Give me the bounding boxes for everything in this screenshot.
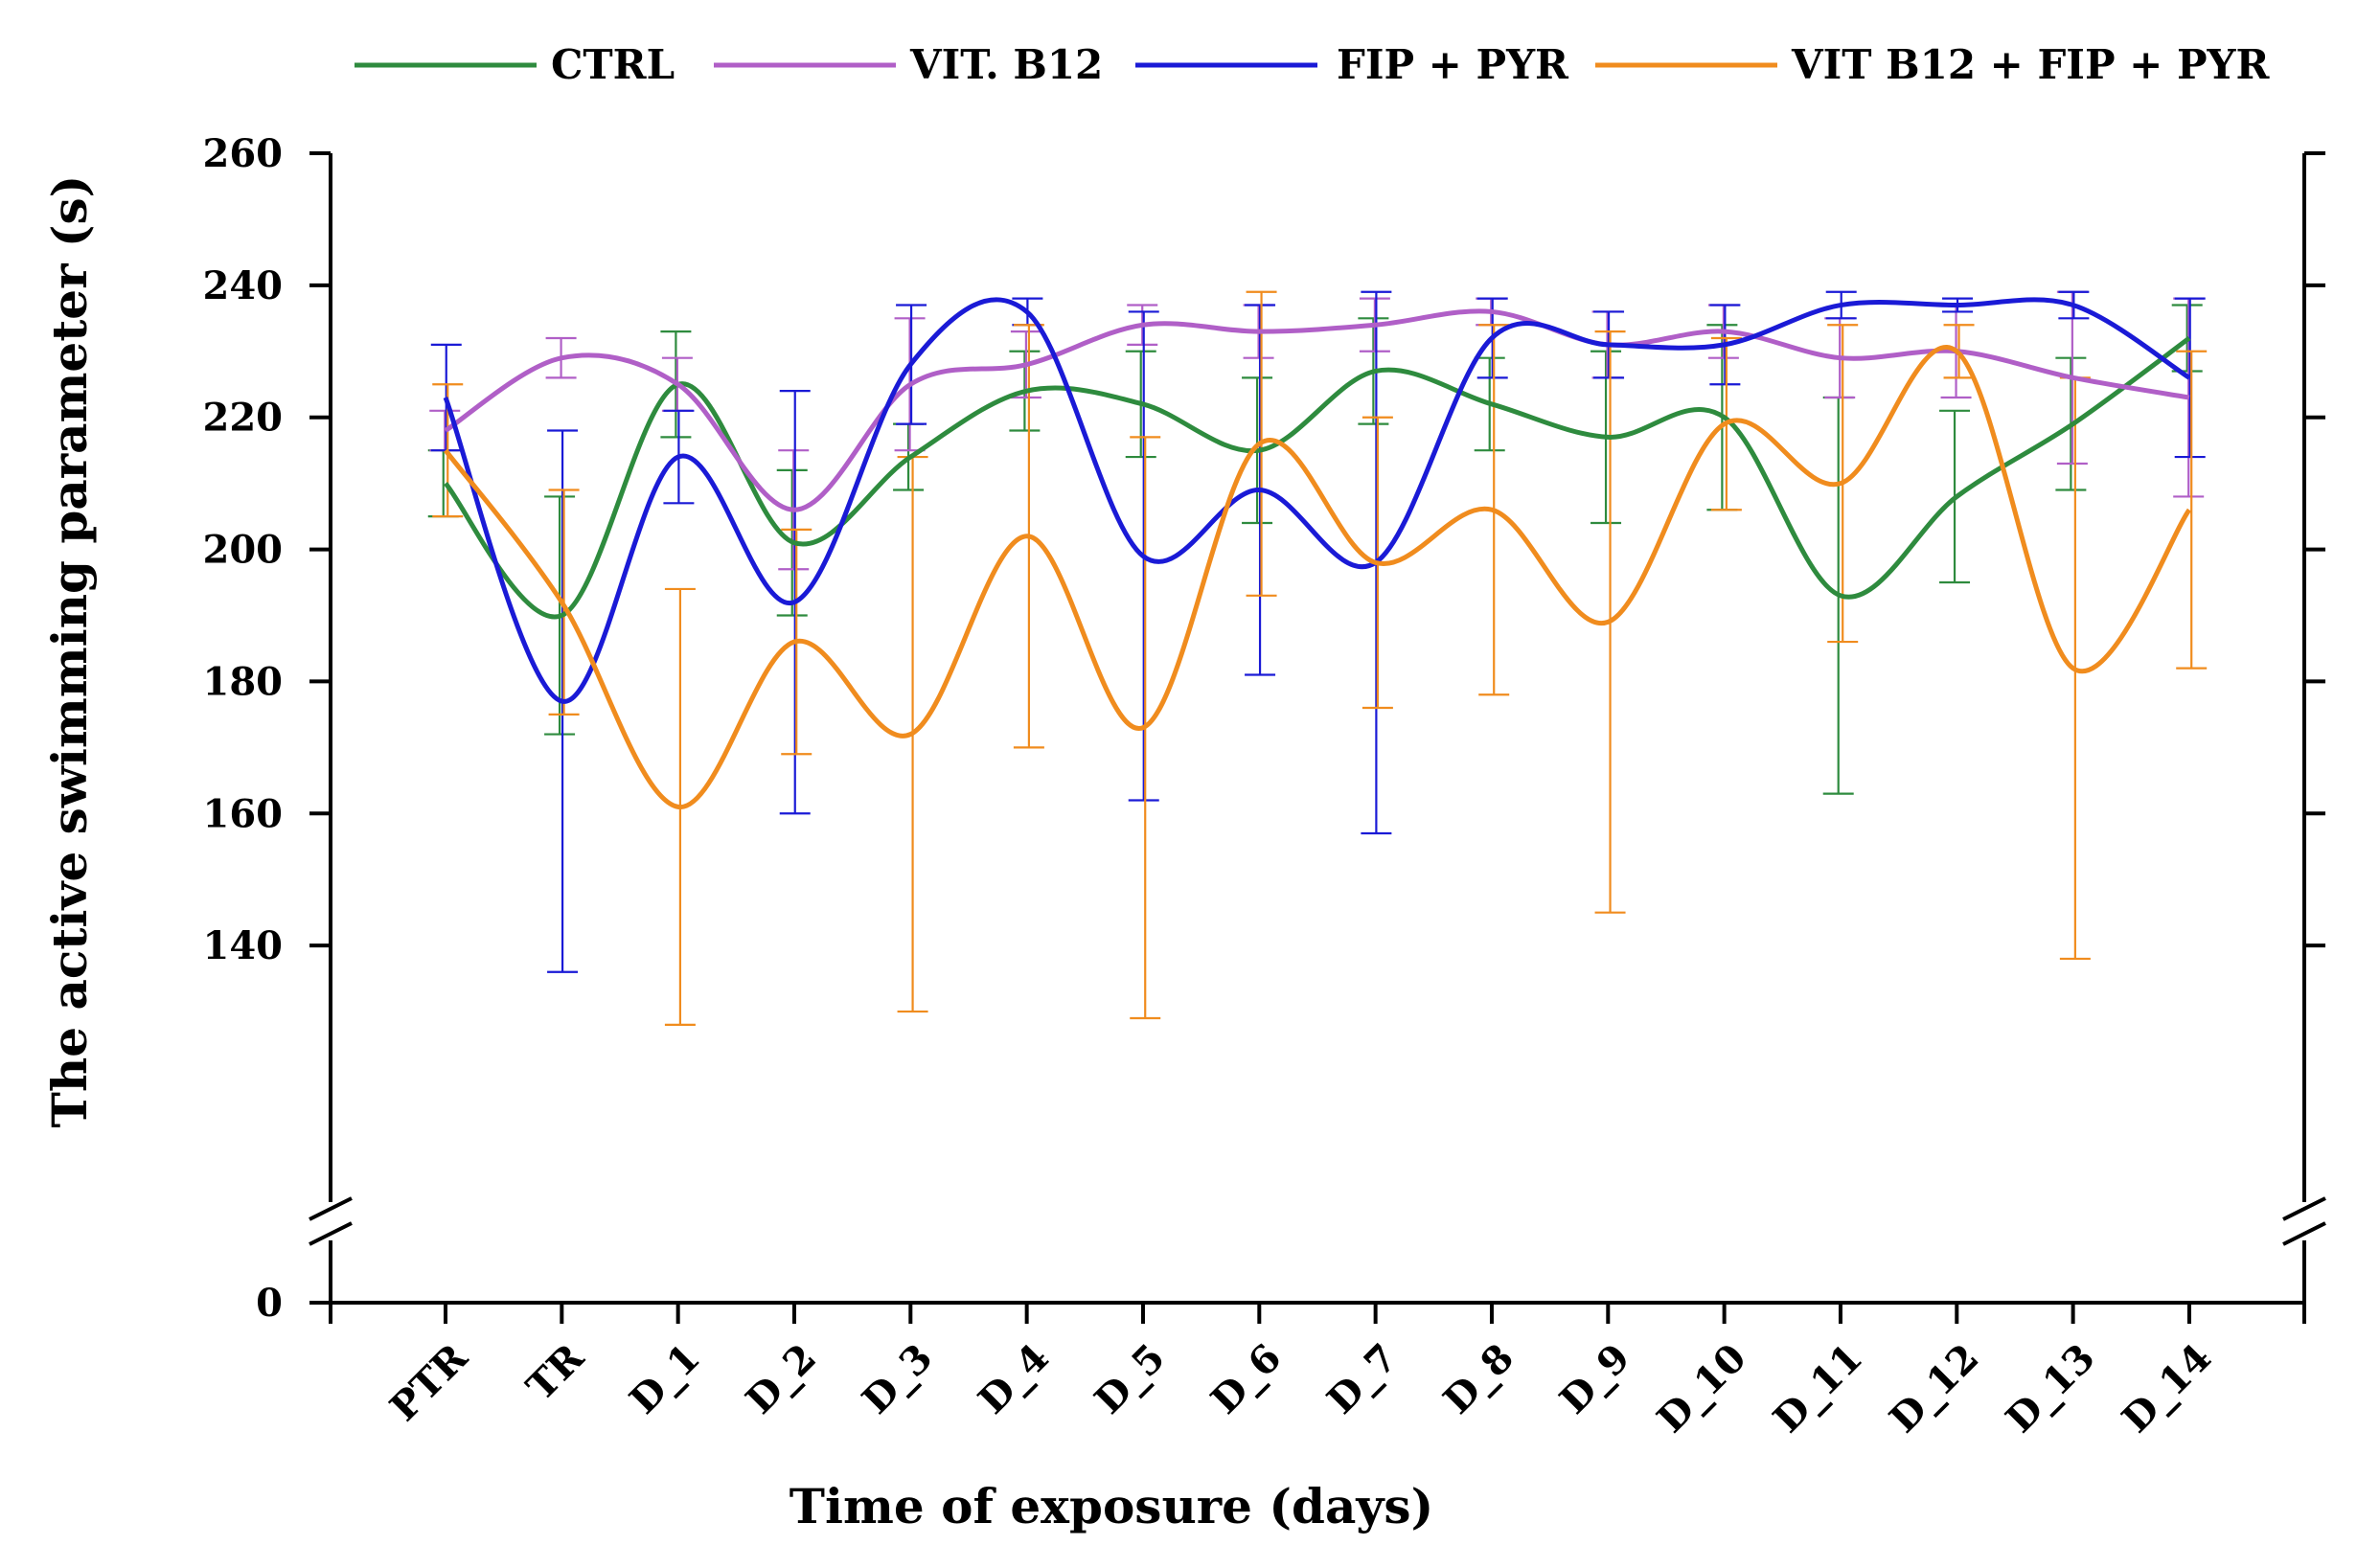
x-tick-label: D_11 <box>1765 1335 1871 1442</box>
x-tick-label: D_2 <box>737 1335 825 1423</box>
legend-item-vit-b12-fip-pyr: VIT B12 + FIP + PYR <box>1595 41 2271 88</box>
error-bar <box>2174 297 2206 459</box>
left-axis-break-mark <box>309 1221 353 1246</box>
legend-item-vit-b12: VIT. B12 <box>714 41 1103 88</box>
x-axis-title: Time of exposure (days) <box>789 1478 1433 1534</box>
x-tick-label: D_1 <box>621 1335 709 1423</box>
y-tick-label: 260 <box>203 131 284 176</box>
legend-label: CTRL <box>551 41 675 88</box>
series-layer <box>443 297 2191 809</box>
y-axis-title: The active swimming parameter (s) <box>41 175 98 1128</box>
y-tick-label: 220 <box>203 396 284 441</box>
right-axis-break-mark <box>2282 1221 2326 1246</box>
legend-item-ctrl: CTRL <box>355 41 675 88</box>
legend-item-fip-pyr: FIP + PYR <box>1135 41 1569 88</box>
x-tick-label: D_3 <box>854 1335 942 1423</box>
x-tick-label: PTR <box>381 1334 477 1430</box>
legend-label: VIT. B12 <box>909 41 1103 88</box>
y-tick-label: 160 <box>203 791 284 836</box>
x-tick-label: D_13 <box>1997 1335 2103 1442</box>
axes-layer: 140 160 180 200 220 240 260 0 PTR TR D_1 D_2 D_3 D_4 D… <box>203 131 2326 1442</box>
x-tick-label: D_12 <box>1881 1335 1987 1442</box>
series-line-vit-b12-fip-pyr <box>444 345 2191 809</box>
y-tick-label: 140 <box>203 923 284 968</box>
y-tick-label: 240 <box>203 263 284 308</box>
x-tick-label: D_5 <box>1086 1335 1174 1423</box>
x-tick-label: D_9 <box>1551 1335 1639 1423</box>
left-axis-break-mark <box>309 1196 353 1221</box>
series-line-ctrl <box>444 335 2191 620</box>
legend: CTRL VIT. B12 FIP + PYR VIT B12 + FIP + PYR <box>355 41 2271 88</box>
x-tick-label: D_10 <box>1648 1335 1754 1442</box>
series-line-fip-pyr <box>443 297 2191 704</box>
x-tick-label: TR <box>518 1334 593 1409</box>
x-tick-label: D_7 <box>1318 1335 1407 1423</box>
x-tick-label: D_8 <box>1434 1335 1522 1423</box>
series-line-vit-b12 <box>444 308 2190 512</box>
error-bar <box>2176 350 2208 670</box>
right-axis-break-mark <box>2282 1196 2326 1221</box>
y-tick-label-zero: 0 <box>256 1281 283 1326</box>
x-tick-label: D_6 <box>1202 1335 1291 1423</box>
x-tick-label: D_14 <box>2114 1335 2220 1442</box>
y-tick-label: 200 <box>203 528 284 573</box>
legend-label: FIP + PYR <box>1337 41 1569 88</box>
x-tick-label: D_4 <box>970 1335 1058 1423</box>
y-tick-label: 180 <box>203 659 284 704</box>
legend-label: VIT B12 + FIP + PYR <box>1791 41 2271 88</box>
